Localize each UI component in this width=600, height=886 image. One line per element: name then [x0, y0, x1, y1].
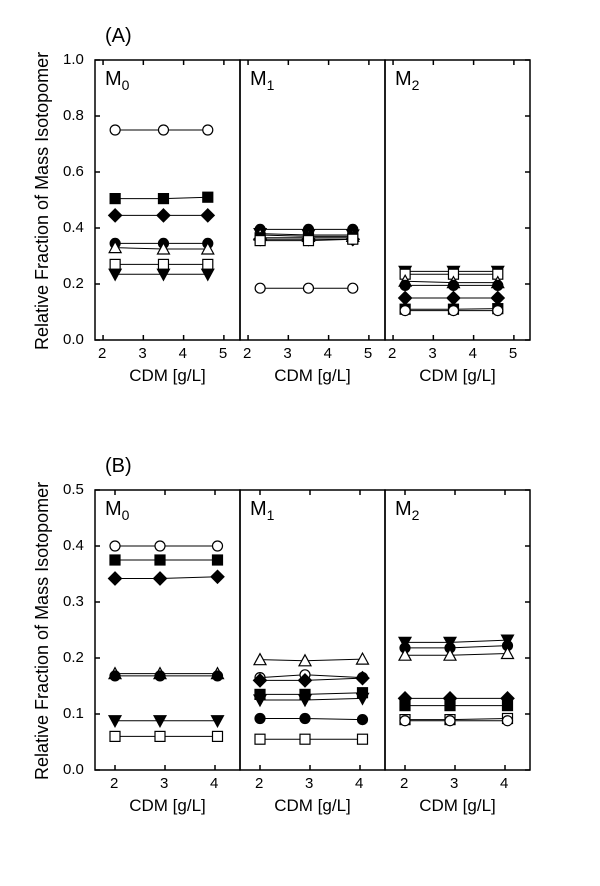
y-axis-label-B: Relative Fraction of Mass Isotopomer — [32, 482, 53, 780]
x-tick-label: 2 — [400, 775, 408, 792]
x-axis-label: CDM [g/L] — [408, 366, 508, 386]
x-tick-label: 3 — [138, 345, 146, 362]
x-tick-label: 4 — [469, 345, 477, 362]
y-tick-label: 0.0 — [63, 761, 84, 778]
x-tick-label: 2 — [243, 345, 251, 362]
y-tick-label: 0.6 — [63, 163, 84, 180]
x-tick-label: 5 — [509, 345, 517, 362]
x-tick-label: 3 — [428, 345, 436, 362]
subplot-title: M1 — [250, 498, 274, 523]
panel-label-B: (B) — [105, 455, 132, 478]
x-tick-label: 3 — [283, 345, 291, 362]
x-axis-label: CDM [g/L] — [118, 366, 218, 386]
x-axis-label: CDM [g/L] — [263, 796, 363, 816]
plot-svg-A — [95, 60, 532, 342]
y-tick-label: 0.8 — [63, 107, 84, 124]
y-tick-label: 0.3 — [63, 593, 84, 610]
subplot-title: M0 — [105, 68, 129, 93]
y-tick-label: 0.1 — [63, 705, 84, 722]
x-tick-label: 4 — [179, 345, 187, 362]
y-tick-label: 0.4 — [63, 219, 84, 236]
x-tick-label: 2 — [388, 345, 396, 362]
y-tick-label: 0.2 — [63, 649, 84, 666]
x-axis-label: CDM [g/L] — [263, 366, 363, 386]
y-tick-label: 1.0 — [63, 51, 84, 68]
y-tick-label: 0.5 — [63, 481, 84, 498]
panel-label-A: (A) — [105, 25, 132, 48]
x-tick-label: 4 — [324, 345, 332, 362]
y-tick-label: 0.2 — [63, 275, 84, 292]
subplot-title: M0 — [105, 498, 129, 523]
x-tick-label: 2 — [110, 775, 118, 792]
x-tick-label: 3 — [450, 775, 458, 792]
y-tick-label: 0.4 — [63, 537, 84, 554]
x-tick-label: 2 — [255, 775, 263, 792]
plot-svg-B — [95, 490, 532, 772]
x-axis-label: CDM [g/L] — [118, 796, 218, 816]
x-tick-label: 5 — [219, 345, 227, 362]
x-tick-label: 5 — [364, 345, 372, 362]
x-tick-label: 4 — [355, 775, 363, 792]
page: (A) Relative Fraction of Mass Isotopomer 0… — [0, 0, 600, 886]
subplot-title: M1 — [250, 68, 274, 93]
x-tick-label: 4 — [500, 775, 508, 792]
y-axis-label-A: Relative Fraction of Mass Isotopomer — [32, 52, 53, 350]
x-axis-label: CDM [g/L] — [408, 796, 508, 816]
x-tick-label: 3 — [160, 775, 168, 792]
subplot-title: M2 — [395, 68, 419, 93]
subplot-title: M2 — [395, 498, 419, 523]
x-tick-label: 3 — [305, 775, 313, 792]
x-tick-label: 2 — [98, 345, 106, 362]
x-tick-label: 4 — [210, 775, 218, 792]
y-tick-label: 0.0 — [63, 331, 84, 348]
